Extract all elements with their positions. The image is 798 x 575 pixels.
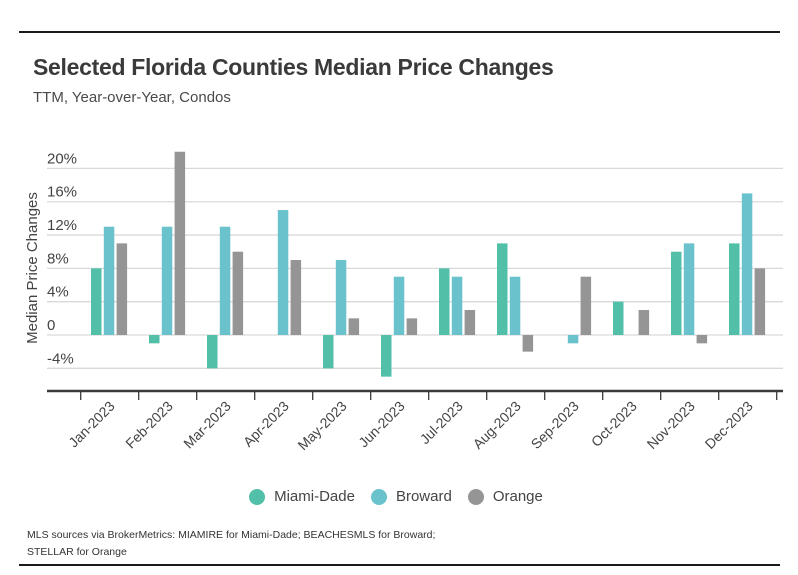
bar-broward-sep-2023 — [567, 335, 579, 344]
bars — [91, 151, 766, 377]
source-note-line1: MLS sources via BrokerMetrics: MIAMIRE f… — [27, 529, 436, 541]
bar-broward-feb-2023 — [161, 226, 173, 335]
y-tick-label: -4% — [47, 350, 74, 367]
y-tick-label: 20% — [47, 150, 77, 167]
bar-miami-dade-may-2023 — [323, 335, 334, 369]
y-axis-label: Median Price Changes — [24, 192, 41, 344]
bar-broward-mar-2023 — [219, 226, 231, 335]
x-tick-label: Sep-2023 — [528, 398, 582, 452]
bar-miami-dade-feb-2023 — [149, 335, 160, 344]
x-tick-label: Apr-2023 — [240, 398, 292, 450]
y-tick-label: 4% — [47, 284, 69, 301]
bar-orange-feb-2023 — [174, 151, 186, 335]
x-tick-label: Aug-2023 — [470, 398, 524, 452]
bar-miami-dade-aug-2023 — [497, 243, 508, 335]
bar-orange-aug-2023 — [522, 335, 534, 352]
bar-broward-nov-2023 — [683, 243, 695, 335]
bar-orange-nov-2023 — [696, 335, 708, 344]
y-tick-label: 12% — [47, 217, 77, 234]
legend-swatch — [249, 488, 266, 505]
bar-miami-dade-dec-2023 — [729, 243, 740, 335]
x-axis: Jan-2023 Feb-2023 Mar-2023 Apr-2023 May-2023… — [47, 389, 783, 453]
bar-miami-dade-mar-2023 — [207, 335, 218, 369]
x-tick-label: Nov-2023 — [644, 398, 698, 452]
bar-orange-jan-2023 — [116, 243, 128, 335]
y-tick-label: 16% — [47, 184, 77, 201]
bar-chart: -4% 0 4% 8% 12% 16% 20% Median Price Changes J… — [24, 150, 783, 453]
y-tick-label: 8% — [47, 250, 69, 267]
legend-swatch — [370, 488, 387, 505]
x-tick-label: May-2023 — [294, 398, 349, 453]
x-tick-label: Jan-2023 — [65, 398, 118, 451]
x-tick-label: Mar-2023 — [180, 398, 234, 452]
bar-miami-dade-jul-2023 — [439, 268, 450, 335]
x-tick-label: Oct-2023 — [588, 398, 640, 450]
bar-orange-mar-2023 — [232, 251, 244, 335]
bar-broward-apr-2023 — [277, 210, 289, 335]
x-tick-label: Feb-2023 — [122, 398, 176, 452]
bar-broward-aug-2023 — [509, 276, 521, 335]
bar-miami-dade-jan-2023 — [91, 268, 102, 335]
legend-item-orange: Orange — [467, 488, 543, 505]
legend: Miami-Dade Broward Orange — [0, 488, 798, 505]
x-tick-label: Dec-2023 — [702, 398, 756, 452]
bar-orange-jul-2023 — [464, 310, 476, 335]
legend-label: Miami-Dade — [274, 488, 355, 505]
bar-broward-may-2023 — [335, 260, 347, 335]
x-tick-label: Jul-2023 — [417, 398, 466, 447]
legend-label: Orange — [492, 488, 543, 505]
bar-orange-apr-2023 — [290, 260, 302, 335]
bar-broward-dec-2023 — [741, 193, 753, 335]
x-tick-label: Jun-2023 — [355, 398, 408, 451]
top-rule — [19, 31, 780, 33]
legend-label: Broward — [395, 488, 452, 505]
bar-orange-may-2023 — [348, 318, 360, 335]
bar-orange-sep-2023 — [580, 276, 592, 335]
bar-broward-jul-2023 — [451, 276, 463, 335]
bar-orange-dec-2023 — [754, 268, 766, 335]
bar-broward-jun-2023 — [393, 276, 405, 335]
chart-title: Selected Florida Counties Median Price C… — [33, 54, 554, 80]
legend-item-miami-dade: Miami-Dade — [249, 488, 355, 505]
bar-miami-dade-jun-2023 — [381, 335, 392, 377]
bar-orange-oct-2023 — [638, 310, 650, 335]
source-note-line2: STELLAR for Orange — [27, 546, 127, 558]
bar-broward-jan-2023 — [103, 226, 115, 335]
legend-swatch — [467, 488, 484, 505]
bar-miami-dade-oct-2023 — [613, 301, 624, 335]
bar-miami-dade-nov-2023 — [671, 251, 682, 335]
bottom-rule — [19, 564, 780, 566]
bar-orange-jun-2023 — [406, 318, 418, 335]
legend-item-broward: Broward — [370, 488, 452, 505]
y-axis-ticks: -4% 0 4% 8% 12% 16% 20% — [47, 150, 77, 367]
chart-subtitle: TTM, Year-over-Year, Condos — [33, 89, 231, 106]
y-tick-label: 0 — [47, 317, 55, 334]
